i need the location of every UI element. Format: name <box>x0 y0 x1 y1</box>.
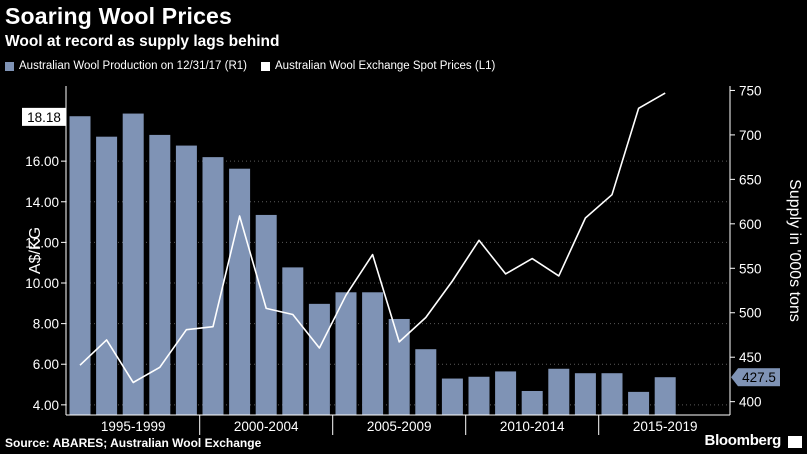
bar <box>628 391 650 415</box>
right-callout-pointer <box>731 368 738 387</box>
bar <box>495 371 517 415</box>
bar <box>548 368 570 415</box>
bar <box>175 145 197 415</box>
right-callout-label: 427.5 <box>742 370 776 385</box>
legend-label-spot-price: Australian Wool Exchange Spot Prices (L1… <box>275 60 496 72</box>
right-tick-label: 650 <box>739 172 762 187</box>
right-tick-label: 600 <box>739 217 762 232</box>
bar <box>468 376 490 415</box>
left-axis-title: A$/KG <box>27 227 44 274</box>
bar <box>362 292 384 415</box>
chart-subtitle: Wool at record as supply lags behind <box>5 33 280 50</box>
chart-title: Soaring Wool Prices <box>5 3 233 29</box>
bar <box>229 168 251 415</box>
left-tick-label: 14.00 <box>25 195 59 210</box>
left-callout-label: 18.18 <box>27 110 61 125</box>
x-group-label: 2000-2004 <box>234 419 299 434</box>
right-tick-label: 750 <box>739 83 762 98</box>
bar <box>69 116 91 416</box>
price-line <box>79 92 666 384</box>
legend-label-production: Australian Wool Production on 12/31/17 (… <box>19 60 248 72</box>
bar <box>282 267 304 415</box>
bar <box>415 349 437 415</box>
bar <box>601 373 623 415</box>
x-group-label: 2010-2014 <box>500 419 565 434</box>
right-tick-label: 400 <box>739 395 762 410</box>
right-tick-label: 450 <box>739 350 762 365</box>
legend-item-spot-price: Australian Wool Exchange Spot Prices (L1… <box>261 60 495 72</box>
left-tick-label: 16.00 <box>25 154 59 169</box>
source-note: Source: ABARES; Australian Wool Exchange <box>5 436 262 450</box>
brand-mark-icon <box>788 436 802 448</box>
bar <box>96 136 118 415</box>
left-tick-label: 10.00 <box>25 276 59 291</box>
left-tick-label: 6.00 <box>33 357 59 372</box>
legend: Australian Wool Production on 12/31/17 (… <box>5 60 509 72</box>
bar <box>441 378 463 415</box>
bar <box>202 157 224 415</box>
legend-item-production: Australian Wool Production on 12/31/17 (… <box>5 60 247 72</box>
bar <box>521 390 543 415</box>
bar <box>574 373 596 415</box>
legend-swatch-production <box>5 61 14 71</box>
bar <box>654 377 676 415</box>
x-group-label: 2015-2019 <box>633 419 698 434</box>
right-axis-title: Supply in '000s tons <box>786 179 803 322</box>
bar <box>388 318 410 415</box>
left-callout-box <box>22 107 66 126</box>
right-tick-label: 700 <box>739 128 762 143</box>
x-group-label: 2005-2009 <box>367 419 432 434</box>
left-tick-label: 8.00 <box>33 317 59 332</box>
bar <box>335 292 357 415</box>
left-tick-label: 4.00 <box>33 398 59 413</box>
left-tick-label: 12.00 <box>25 235 59 250</box>
legend-swatch-spot-price <box>261 61 271 71</box>
bar <box>122 113 144 415</box>
brand-logo: Bloomberg <box>704 432 782 449</box>
bar <box>149 134 171 416</box>
right-callout-box <box>738 368 780 387</box>
x-group-label: 1995-1999 <box>101 419 166 434</box>
right-tick-label: 500 <box>739 306 762 321</box>
bar <box>255 214 277 415</box>
bar <box>308 303 330 415</box>
right-tick-label: 550 <box>739 261 762 276</box>
